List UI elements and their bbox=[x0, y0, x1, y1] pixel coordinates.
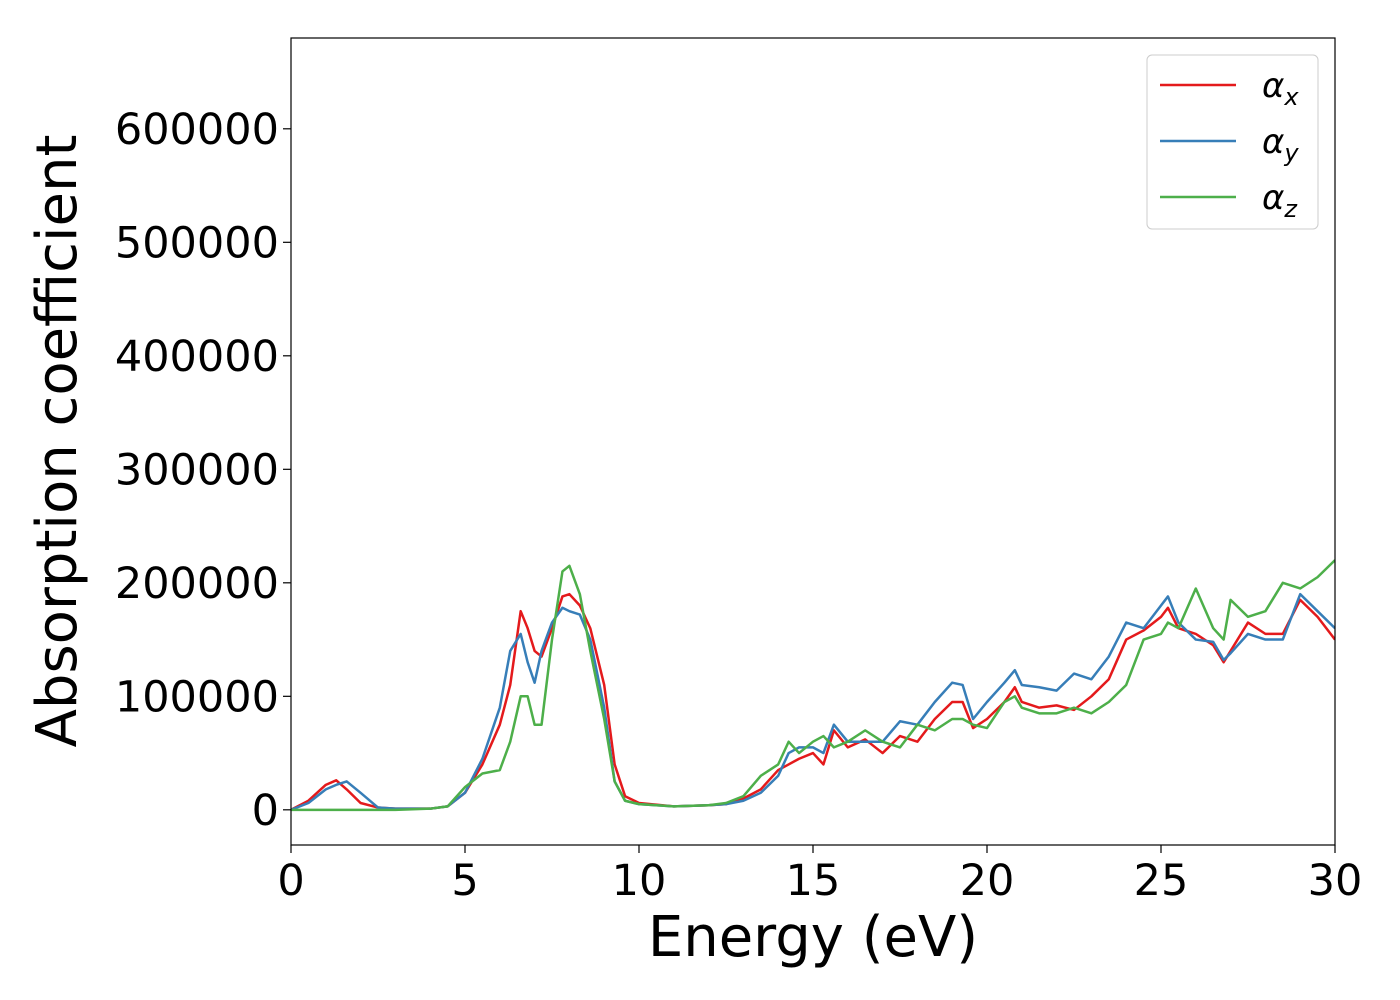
y-tick-label: 300000 bbox=[115, 445, 279, 495]
x-tick-label: 15 bbox=[786, 856, 841, 906]
series-line bbox=[291, 592, 1335, 811]
legend-subscript: z bbox=[1283, 195, 1298, 223]
x-tick-label: 20 bbox=[960, 856, 1015, 906]
x-tick-label: 25 bbox=[1134, 856, 1189, 906]
legend-subscript: x bbox=[1283, 83, 1299, 111]
y-tick-label: 600000 bbox=[115, 105, 279, 155]
y-tick-label: 500000 bbox=[115, 218, 279, 268]
legend-subscript: y bbox=[1283, 139, 1299, 167]
y-axis-label: Absorption coefficient bbox=[25, 135, 90, 748]
x-tick-label: 30 bbox=[1308, 856, 1363, 906]
x-tick-label: 0 bbox=[277, 856, 304, 906]
y-tick-label: 0 bbox=[252, 786, 279, 836]
legend-label: αz bbox=[1262, 178, 1298, 223]
legend-symbol: α bbox=[1262, 66, 1284, 106]
series-line bbox=[291, 559, 1335, 812]
series-line bbox=[291, 592, 1335, 811]
x-tick-label: 5 bbox=[451, 856, 478, 906]
legend-label: αx bbox=[1262, 66, 1299, 111]
legend-symbol: α bbox=[1262, 178, 1284, 218]
x-tick-label: 10 bbox=[612, 856, 667, 906]
y-tick-label: 400000 bbox=[115, 332, 279, 382]
plot-frame bbox=[290, 37, 1336, 846]
x-axis-label: Energy (eV) bbox=[648, 905, 978, 970]
y-tick-label: 100000 bbox=[115, 672, 279, 722]
y-tick-label: 200000 bbox=[115, 559, 279, 609]
legend-label: αy bbox=[1262, 122, 1299, 167]
legend-symbol: α bbox=[1262, 122, 1284, 162]
